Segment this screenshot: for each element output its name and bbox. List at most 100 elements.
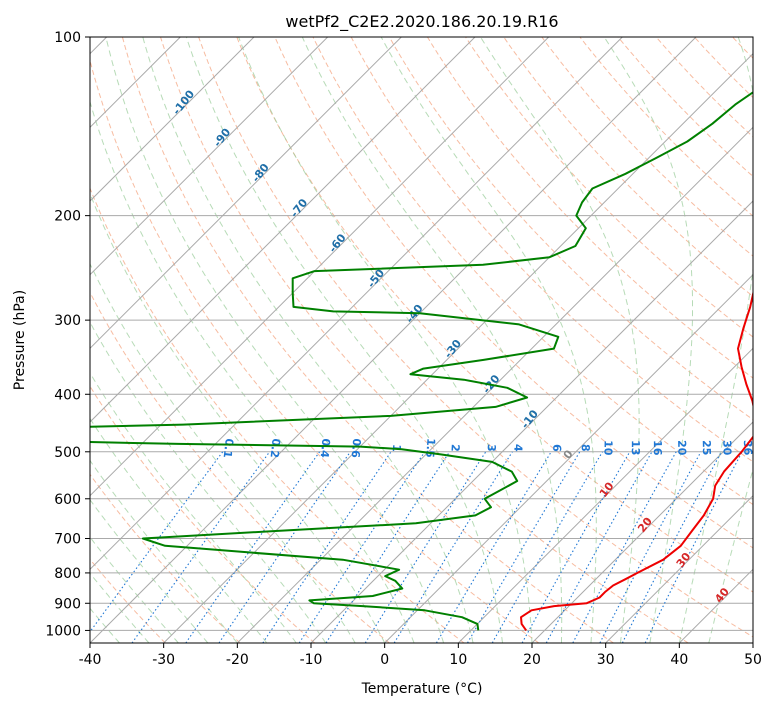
mixing-ratio-label: 0.6	[349, 438, 364, 459]
isotherm-line	[310, 200, 753, 643]
dry-adiabat	[465, 37, 753, 338]
moist-adiabat	[105, 37, 445, 643]
x-tick-label: -20	[226, 652, 249, 668]
mixing-ratio-line	[572, 451, 677, 643]
mixing-ratio-line	[644, 451, 743, 643]
mixing-ratio-label: 36	[741, 440, 755, 456]
dry-adiabat	[160, 37, 689, 643]
dry-adiabat-label: -80	[249, 161, 272, 185]
moist-adiabat	[90, 498, 209, 643]
y-tick-label: 400	[54, 387, 81, 403]
mixing-ratio-label: 20	[675, 440, 688, 456]
moist-adiabat	[238, 37, 533, 643]
plot-frame	[89, 36, 754, 644]
y-tick-label: 200	[54, 209, 81, 225]
x-tick-label: 20	[523, 652, 541, 668]
dry-adiabat	[90, 385, 316, 643]
x-tick-label: 10	[449, 652, 467, 668]
dry-adiabat	[312, 37, 753, 506]
isotherm-line	[752, 642, 753, 643]
y-tick-label: 500	[54, 445, 81, 461]
moist-adiabat	[90, 372, 297, 643]
dry-adiabat-label: -60	[326, 231, 349, 255]
mixing-ratio-label: 25	[700, 440, 713, 456]
isotherm-line	[90, 37, 329, 276]
y-axis-label: Pressure (hPa)	[12, 290, 28, 390]
mixing-ratio-label: 0.4	[318, 438, 333, 459]
x-axis-ticks: -40 -30 -20 -10 0 10 20 30 40 50	[79, 643, 762, 668]
mixing-ratio-label: 10	[601, 440, 614, 456]
dry-adiabat	[426, 37, 753, 379]
dry-adiabat	[90, 58, 540, 643]
mixing-ratio-line	[599, 451, 702, 643]
dry-adiabat-label: -30	[442, 337, 465, 361]
dry-adiabat	[771, 37, 775, 643]
mixing-ratio-label: 0.1	[221, 438, 236, 459]
background-lines	[90, 37, 775, 643]
moist-adiabat	[603, 37, 693, 643]
dry-adiabat	[350, 37, 753, 463]
mixing-ratio-line	[262, 451, 392, 643]
mixing-ratio-label: 30	[720, 440, 733, 456]
moist-adiabat	[90, 459, 238, 643]
mixing-ratio-line	[435, 451, 552, 643]
mixing-ratio-label: 4	[511, 444, 524, 453]
mixing-ratio-label: 1.5	[423, 438, 437, 458]
moist-adiabat	[301, 37, 563, 643]
moist-adiabat	[185, 37, 503, 643]
dry-adiabat-label: 0	[561, 447, 576, 461]
isotherm-line	[678, 568, 753, 643]
isotherm-line	[384, 273, 753, 643]
isotherm-line	[90, 37, 402, 350]
mixing-ratio-label: 16	[651, 440, 664, 456]
mixing-ratio-label: 3	[485, 444, 498, 452]
isotherm-line	[90, 37, 550, 497]
y-tick-label: 700	[54, 532, 81, 548]
dry-adiabat-label: 30	[674, 550, 694, 570]
dry-adiabat-label: -100	[170, 87, 197, 117]
dry-adiabat	[579, 37, 753, 217]
dry-adiabat	[388, 37, 753, 421]
dry-adiabat-label: -10	[518, 407, 541, 431]
dry-adiabat	[90, 186, 465, 643]
dry-adiabat-label: 20	[635, 515, 655, 535]
moist-adiabat	[90, 192, 386, 643]
mixing-ratio-line	[521, 451, 631, 643]
y-tick-label: 1000	[45, 623, 81, 639]
x-tick-label: 40	[670, 652, 688, 668]
moist-adiabat	[90, 536, 179, 643]
isotherm-line	[90, 37, 697, 643]
y-tick-label: 100	[54, 30, 81, 46]
mixing-ratio-line	[325, 451, 451, 643]
moist-adiabat	[479, 37, 640, 643]
mixing-ratio-line	[545, 451, 653, 643]
chart-title: wetPf2_C2E2.2020.186.20.19.R16	[285, 12, 558, 32]
isotherm-line	[90, 37, 476, 423]
y-tick-label: 900	[54, 596, 81, 612]
isotherm-line	[605, 494, 753, 643]
mixing-ratio-label: 8	[579, 444, 592, 452]
mixing-ratio-label: 2	[448, 444, 461, 452]
dry-adiabat	[90, 473, 241, 643]
isotherm-line	[90, 37, 623, 571]
isotherm-line	[236, 126, 753, 643]
moist-adiabat	[142, 37, 474, 643]
dry-adiabat	[274, 37, 753, 549]
isotherm-line	[163, 52, 753, 643]
moist-adiabat	[90, 262, 356, 643]
mixing-ratio-line	[298, 451, 426, 643]
mixing-ratio-label: 0.2	[268, 438, 283, 459]
moist-adiabat	[90, 417, 268, 643]
x-tick-label: -30	[152, 652, 175, 668]
mixing-ratio-line	[218, 451, 351, 643]
moist-adiabat	[90, 100, 415, 643]
profile-traces	[90, 91, 753, 631]
isotherm-line	[90, 37, 255, 202]
temperature-profile	[520, 289, 753, 631]
y-tick-label: 300	[54, 313, 81, 329]
mixing-ratio-line	[131, 451, 271, 643]
y-axis-ticks: 1000 900 800 700 600 500 400 300 200 100	[45, 30, 90, 639]
moist-adiabat	[678, 37, 753, 643]
dry-adiabat	[121, 37, 614, 643]
